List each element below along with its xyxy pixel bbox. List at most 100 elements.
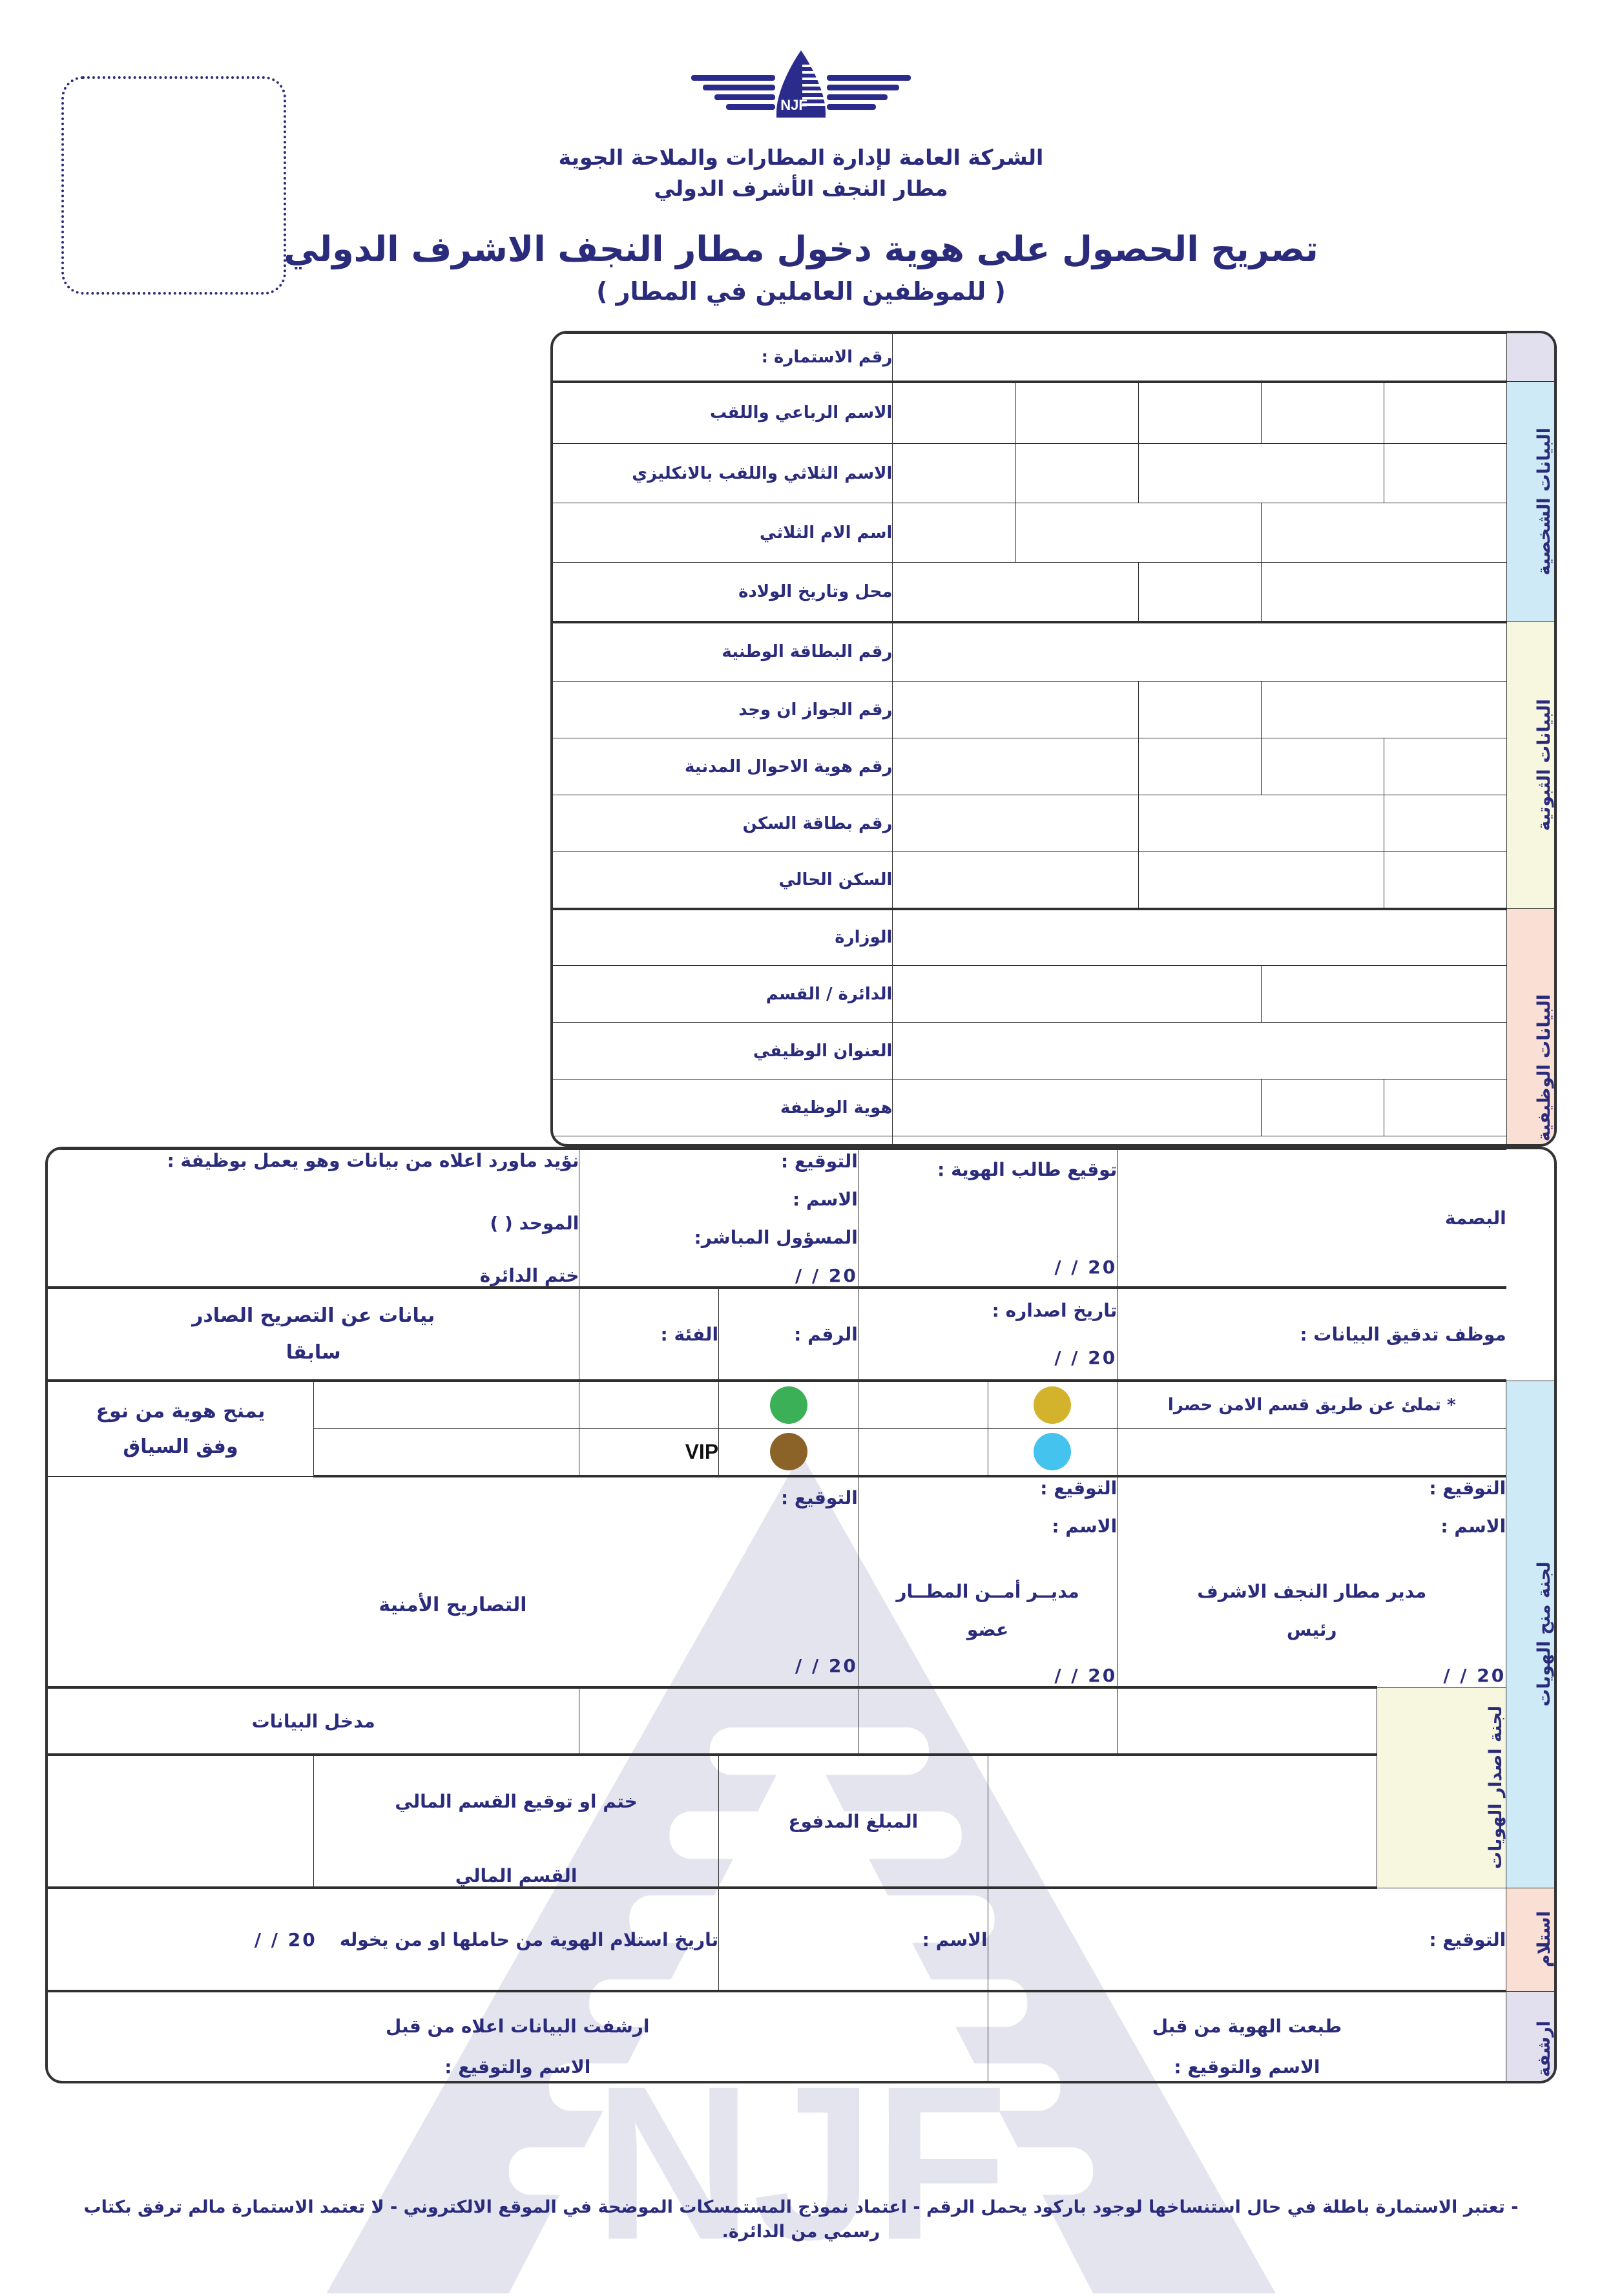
amount-paid-cell[interactable]: المبلغ المدفوع	[718, 1753, 988, 1889]
badge-brown-cell[interactable]	[718, 1428, 858, 1477]
permit-number-label: الرقم :	[794, 1323, 858, 1345]
passport-cell-2[interactable]	[1138, 681, 1262, 738]
badge-blank-4[interactable]	[857, 1428, 988, 1477]
table-row: المبلغ المدفوع ختم او توقيع القسم المالي…	[48, 1753, 1554, 1889]
department-cell-1[interactable]	[1260, 965, 1507, 1023]
passport-cell-3[interactable]	[892, 681, 1139, 738]
applicant-data-table: رقم الاستمارة : البيانات الشخصية الاسم ا…	[553, 333, 1554, 1144]
finance-side-blank	[48, 1753, 314, 1889]
form-no-side-tab	[1506, 333, 1554, 382]
national-card-input[interactable]	[892, 621, 1507, 682]
badge-blank-3[interactable]	[313, 1380, 580, 1429]
badge-green-cell[interactable]	[718, 1380, 858, 1429]
residence-card-cell-2[interactable]	[1138, 795, 1384, 852]
unified-number-label[interactable]: الموحد ( )	[490, 1213, 579, 1234]
name-en-cell-4[interactable]	[892, 443, 1016, 503]
archived-by-cell[interactable]: ارشفت البيانات اعلاه من قبل الاسم والتوق…	[48, 1990, 988, 2081]
previous-id-label: الهوية السابقة	[553, 1136, 893, 1144]
birth-cell-2[interactable]	[1138, 562, 1262, 623]
birth-cell-1[interactable]	[1260, 562, 1507, 623]
mother-name-cell-1[interactable]	[1260, 503, 1507, 563]
mother-name-cell-2[interactable]	[1015, 503, 1262, 563]
full-name-label: الاسم الرباعي واللقب	[553, 381, 893, 444]
form-number-input[interactable]	[892, 333, 1507, 383]
current-residence-cell-2[interactable]	[1138, 851, 1384, 910]
receipt-name-cell[interactable]: الاسم :	[718, 1887, 988, 1992]
security-permits-title: التصاريح الأمنية	[379, 1594, 527, 1616]
residence-card-cell-1[interactable]	[1383, 795, 1507, 852]
data-entry-blank-2[interactable]	[857, 1686, 1118, 1755]
photo-placeholder-box[interactable]	[61, 76, 286, 295]
supervisor-date[interactable]: / / 20	[795, 1264, 858, 1286]
verifier-cell[interactable]: موظف تدقيق البيانات :	[1117, 1287, 1506, 1382]
passport-cell-1[interactable]	[1260, 681, 1507, 738]
full-name-cell-3[interactable]	[1138, 381, 1262, 444]
issue-date-cell[interactable]: تاريخ اصداره : / / 20	[857, 1287, 1118, 1382]
birth-cell-3[interactable]	[892, 562, 1139, 623]
full-name-cell-5[interactable]	[892, 381, 1016, 444]
badge-blank-5[interactable]	[313, 1428, 580, 1477]
mother-name-cell-3[interactable]	[892, 503, 1016, 563]
receipt-signature-cell[interactable]: التوقيع :	[987, 1887, 1506, 1992]
permit-category-cell[interactable]: الفئة :	[579, 1287, 720, 1382]
receipt-date-cell[interactable]: تاريخ استلام الهوية من حاملها او من يخول…	[48, 1887, 720, 1992]
security-manager-date[interactable]: / / 20	[1054, 1665, 1118, 1686]
badge-color-cyan-icon[interactable]	[1034, 1433, 1072, 1471]
current-residence-cell-3[interactable]	[892, 851, 1139, 910]
residence-card-cell-3[interactable]	[892, 795, 1139, 852]
badge-gold-cell[interactable]	[987, 1380, 1118, 1429]
full-name-cell-4[interactable]	[1015, 381, 1139, 444]
archived-by-signature-label: الاسم والتوقيع :	[444, 2056, 591, 2078]
data-entry-blank-1[interactable]	[1117, 1686, 1377, 1755]
badge-blank-2[interactable]	[579, 1380, 720, 1429]
badge-blank-1[interactable]	[857, 1380, 988, 1429]
finance-stamp-cell[interactable]: ختم او توقيع القسم المالي القسم المالي	[313, 1753, 720, 1889]
civil-id-cell-3[interactable]	[1138, 738, 1262, 795]
department-label: الدائرة / القسم	[553, 965, 893, 1023]
badge-color-green-icon[interactable]	[769, 1386, 807, 1424]
civil-id-cell-2[interactable]	[1260, 738, 1384, 795]
full-name-cell-1[interactable]	[1383, 381, 1507, 444]
prev-permit-date[interactable]: / / 20	[1054, 1347, 1118, 1368]
name-en-cell-3[interactable]	[1015, 443, 1139, 503]
full-name-cell-2[interactable]	[1260, 381, 1384, 444]
permit-number-cell[interactable]: الرقم :	[718, 1287, 858, 1382]
data-entry-blank-3[interactable]	[579, 1686, 858, 1755]
permit-category-label: الفئة :	[660, 1323, 719, 1345]
applicant-signature-cell[interactable]: توقيع طالب الهوية : / / 20	[857, 1149, 1118, 1289]
fingerprint-cell[interactable]: البصمة	[1117, 1149, 1506, 1289]
civil-id-label: رقم هوية الاحوال المدنية	[553, 738, 893, 795]
finance-blank[interactable]	[987, 1753, 1377, 1889]
job-id-cell-1[interactable]	[1383, 1079, 1507, 1136]
job-id-cell-2[interactable]	[1260, 1079, 1384, 1136]
page-subtitle: ( للموظفين العاملين في المطار )	[596, 277, 1006, 306]
printed-by-cell[interactable]: طبعت الهوية من قبل الاسم والتوقيع :	[987, 1990, 1506, 2081]
name-en-cell-2[interactable]	[1138, 443, 1384, 503]
security-manager-cell[interactable]: التوقيع : الاسم : مديــر أمــن المطــار …	[857, 1476, 1118, 1688]
civil-id-cell-1[interactable]	[1383, 738, 1507, 795]
airport-director-date[interactable]: / / 20	[1443, 1665, 1506, 1686]
badge-cyan-cell[interactable]	[987, 1428, 1118, 1477]
current-residence-cell-1[interactable]	[1383, 851, 1507, 910]
supervisor-cell[interactable]: التوقيع : الاسم : المسؤول المباشر: / / 2…	[579, 1149, 858, 1289]
job-id-cell-3[interactable]	[892, 1079, 1262, 1136]
badge-color-brown-icon[interactable]	[769, 1433, 807, 1471]
previous-id-input[interactable]	[892, 1136, 1507, 1144]
section-tab-receipt: استلام	[1506, 1887, 1554, 1992]
ministry-input[interactable]	[892, 908, 1507, 966]
birth-label: محل وتاريخ الولادة	[553, 562, 893, 623]
applicant-date[interactable]: / / 20	[1054, 1256, 1118, 1278]
receipt-date-value[interactable]: / / 20	[254, 1928, 317, 1950]
security-permits-cell[interactable]: التوقيع : التصاريح الأمنية / / 20	[48, 1476, 858, 1688]
name-en-cell-1[interactable]	[1383, 443, 1507, 503]
section-tab-job-label: البيانات الوظيفية	[1534, 994, 1554, 1142]
security-permits-date[interactable]: / / 20	[795, 1655, 858, 1676]
airport-director-cell[interactable]: التوقيع : الاسم : مدير مطار النجف الاشرف…	[1117, 1476, 1506, 1688]
job-title-input[interactable]	[892, 1022, 1507, 1080]
civil-id-cell-4[interactable]	[892, 738, 1139, 795]
table-row: لجنة منح الهويات * تملئ عن طريق قسم الام…	[48, 1380, 1554, 1888]
applicant-data-block: رقم الاستمارة : البيانات الشخصية الاسم ا…	[550, 331, 1557, 1147]
badge-vip-cell[interactable]: VIP	[579, 1428, 720, 1477]
badge-color-gold-icon[interactable]	[1034, 1386, 1072, 1424]
department-cell-2[interactable]	[892, 965, 1262, 1023]
